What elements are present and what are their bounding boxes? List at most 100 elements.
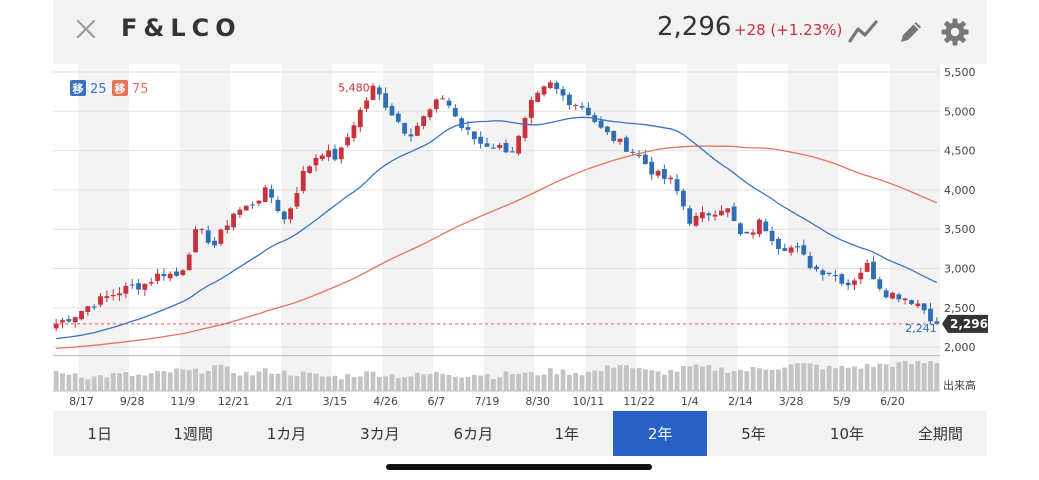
candle-body	[167, 273, 173, 279]
volume-bar	[902, 360, 908, 391]
candle-body	[566, 94, 572, 106]
y-tick-label: 2,500	[944, 302, 976, 315]
volume-bar	[79, 377, 84, 391]
volume-bar	[642, 369, 648, 391]
volume-bar	[674, 371, 680, 391]
volume-bar	[763, 369, 769, 391]
tab-8[interactable]: 10年	[829, 425, 864, 443]
candle-body	[573, 105, 579, 107]
candle-body	[66, 319, 72, 322]
candle-body	[883, 290, 889, 298]
background-band	[787, 64, 839, 391]
tab-4[interactable]: 6カ月	[453, 425, 494, 443]
volume-bar	[845, 367, 851, 391]
volume-bar	[338, 379, 344, 391]
candle-body	[877, 279, 883, 289]
tab-1[interactable]: 1週間	[173, 425, 213, 443]
y-tick-label: 3,500	[944, 223, 976, 236]
pencil-icon[interactable]	[896, 17, 926, 47]
candle-body	[129, 284, 135, 286]
candle-body	[136, 283, 141, 290]
candle-body	[560, 89, 566, 96]
volume-bar	[554, 374, 560, 391]
volume-bar	[136, 374, 141, 391]
volume-bar	[250, 375, 255, 391]
home-indicator	[386, 464, 652, 470]
candle-body	[871, 261, 876, 280]
tab-5[interactable]: 1年	[554, 425, 579, 443]
candle-body	[516, 135, 522, 154]
volume-bar	[915, 360, 921, 391]
tab-2[interactable]: 1カ月	[266, 425, 307, 443]
candle-body	[433, 99, 439, 110]
candle-body	[585, 107, 591, 116]
candle-body	[180, 270, 186, 276]
candle-body	[174, 271, 179, 276]
tab-0[interactable]: 1日	[87, 425, 112, 443]
candle-body	[852, 280, 857, 285]
close-icon[interactable]	[75, 18, 97, 40]
volume-bar	[769, 369, 775, 391]
volume-bar	[839, 365, 845, 391]
volume-bar	[193, 368, 198, 391]
volume-bar	[288, 375, 293, 391]
candle-body	[91, 306, 97, 308]
candle-body	[535, 92, 541, 102]
candle-body	[795, 246, 800, 248]
candle-body	[522, 118, 528, 138]
candle-body	[623, 137, 629, 152]
low-annotation: 2,241	[905, 322, 937, 335]
candle-body	[630, 151, 636, 153]
candle-body	[199, 229, 205, 231]
candle-body	[490, 147, 496, 149]
tab-3[interactable]: 3カ月	[360, 425, 400, 443]
volume-bar	[433, 371, 439, 391]
candle-body	[738, 223, 743, 235]
volume-bar	[332, 375, 338, 391]
high-annotation: 5,480	[338, 82, 370, 95]
volume-bar	[307, 372, 313, 391]
candle-body	[262, 187, 268, 203]
candle-body	[833, 274, 838, 276]
tab-7[interactable]: 5年	[741, 425, 766, 443]
volume-bar	[383, 376, 389, 391]
volume-bar	[503, 371, 509, 391]
ma25-legend-badge-text: 移	[73, 82, 84, 96]
volume-bar	[224, 366, 230, 391]
candle-body	[896, 294, 902, 300]
volume-bar	[731, 371, 737, 391]
candle-body	[915, 303, 921, 307]
line-chart-icon[interactable]	[848, 17, 878, 47]
volume-bar	[148, 373, 154, 391]
volume-bar	[617, 365, 623, 391]
tab-6[interactable]: 2年	[613, 411, 707, 456]
last-price-label: 2,296	[950, 317, 988, 331]
candle-body	[680, 190, 686, 207]
stock-chart[interactable]: 5,500 5,000 4,500 4,000 3,500 3,000 2,500 2,000…	[0, 64, 1039, 410]
x-tick-label: 3/15	[323, 395, 348, 408]
volume-bar	[60, 373, 65, 391]
candle-body	[712, 214, 718, 217]
candle-body	[370, 85, 376, 100]
volume-bar	[402, 377, 408, 391]
volume-bar	[199, 373, 205, 391]
candle-body	[700, 212, 705, 219]
y-tick-label: 4,500	[944, 145, 976, 158]
volume-bar	[541, 374, 547, 391]
background-band	[179, 64, 231, 391]
candle-body	[243, 205, 249, 211]
candle-body	[155, 273, 160, 281]
volume-bar	[370, 371, 376, 391]
candle-body	[307, 166, 313, 173]
x-tick-label: 6/7	[427, 395, 445, 408]
tab-9[interactable]: 全期間	[917, 425, 963, 443]
gear-icon[interactable]	[940, 17, 970, 47]
x-tick-label: 2/14	[728, 395, 753, 408]
header-bar: F&LCO 2,296 +28 (+1.23%)	[53, 0, 987, 64]
y-tick-label: 5,500	[944, 66, 976, 79]
ma25-line	[56, 116, 938, 340]
candle-body	[364, 100, 370, 109]
volume-bar	[630, 368, 636, 391]
candle-body	[788, 247, 794, 253]
volume-bar	[921, 363, 927, 391]
